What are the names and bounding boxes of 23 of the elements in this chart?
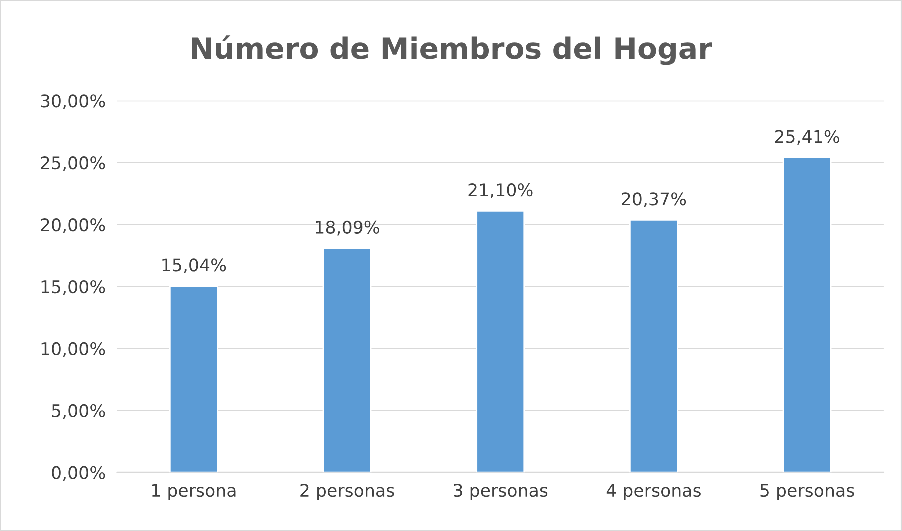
- x-tick-label: 4 personas: [606, 484, 701, 501]
- bar: [322, 248, 372, 473]
- y-tick-label: 10,00%: [42, 342, 106, 358]
- y-tick-label: 30,00%: [41, 94, 106, 110]
- bar: [782, 157, 832, 473]
- y-tick-label: 0,00%: [52, 466, 106, 482]
- x-tick-label: 1 persona: [152, 484, 236, 501]
- x-tick-label: 5 personas: [760, 484, 854, 501]
- data-label: 20,37%: [622, 192, 686, 208]
- x-tick-label: 3 personas: [454, 484, 548, 501]
- data-label: 25,41%: [775, 130, 840, 146]
- y-tick-label: 20,00%: [41, 218, 106, 234]
- bar: [629, 220, 678, 473]
- bar: [169, 286, 218, 473]
- bar: [476, 210, 526, 473]
- y-tick-label: 15,00%: [42, 280, 106, 296]
- y-tick-label: 5,00%: [52, 404, 106, 420]
- y-tick-label: 25,00%: [41, 156, 106, 172]
- x-tick-label: 2 personas: [300, 484, 394, 501]
- data-label: 15,04%: [162, 258, 226, 274]
- data-label: 21,10%: [468, 184, 533, 198]
- data-label: 18,09%: [316, 220, 380, 236]
- chart-title: Número de Miembros del Hogar: [192, 36, 712, 66]
